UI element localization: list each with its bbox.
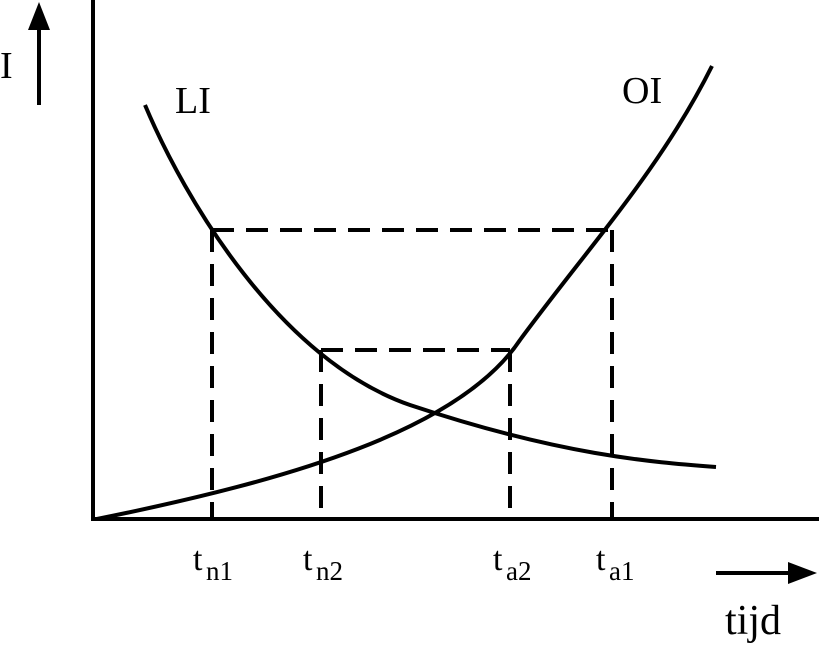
oi-curve-label: OI bbox=[622, 70, 662, 112]
tick-main: t bbox=[303, 541, 313, 578]
x-axis-label: tijd bbox=[725, 598, 781, 644]
tick-sub: n1 bbox=[206, 556, 233, 586]
li-curve-label: LI bbox=[175, 80, 211, 122]
tick-main: t bbox=[193, 541, 203, 578]
tick-ta1: t a1 bbox=[596, 541, 634, 586]
tick-sub: n2 bbox=[316, 556, 343, 586]
x-arrow bbox=[716, 562, 817, 584]
y-arrow bbox=[28, 2, 50, 105]
tick-tn2: t n2 bbox=[303, 541, 343, 586]
tick-main: t bbox=[596, 541, 606, 578]
li-curve bbox=[143, 104, 717, 469]
tick-sub: a2 bbox=[506, 556, 531, 586]
tick-tn1: t n1 bbox=[193, 541, 233, 586]
oi-curve bbox=[96, 65, 714, 521]
tick-main: t bbox=[493, 541, 503, 578]
tick-ta2: t a2 bbox=[493, 541, 531, 586]
tick-sub: a1 bbox=[609, 556, 634, 586]
y-axis-label: I bbox=[0, 45, 13, 87]
